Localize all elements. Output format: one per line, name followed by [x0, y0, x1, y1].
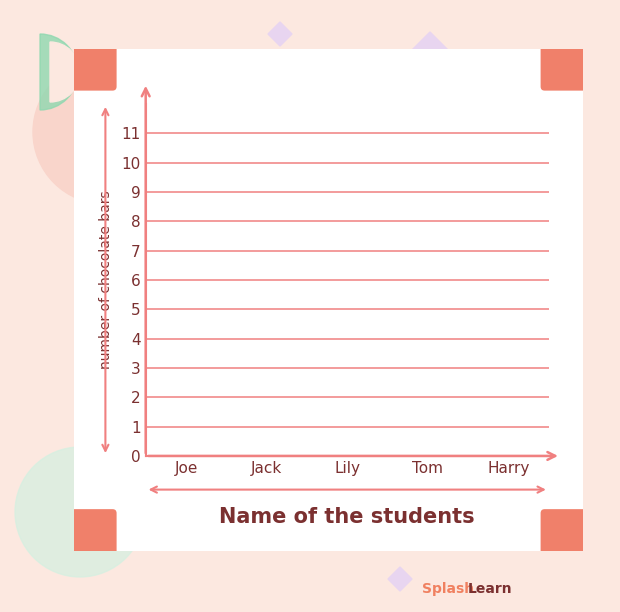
Circle shape — [15, 447, 145, 577]
Y-axis label: number of chocolate bars: number of chocolate bars — [99, 191, 113, 369]
Wedge shape — [50, 42, 80, 102]
FancyBboxPatch shape — [69, 44, 588, 556]
Wedge shape — [40, 34, 78, 110]
Text: Splash: Splash — [422, 582, 474, 595]
Polygon shape — [388, 567, 412, 591]
Polygon shape — [268, 22, 292, 46]
Text: Name of the students: Name of the students — [219, 507, 475, 527]
Polygon shape — [410, 32, 450, 72]
Text: Learn: Learn — [468, 582, 513, 595]
Circle shape — [33, 60, 177, 204]
FancyBboxPatch shape — [70, 509, 117, 555]
FancyBboxPatch shape — [541, 509, 587, 555]
FancyBboxPatch shape — [541, 45, 587, 91]
FancyBboxPatch shape — [70, 45, 117, 91]
